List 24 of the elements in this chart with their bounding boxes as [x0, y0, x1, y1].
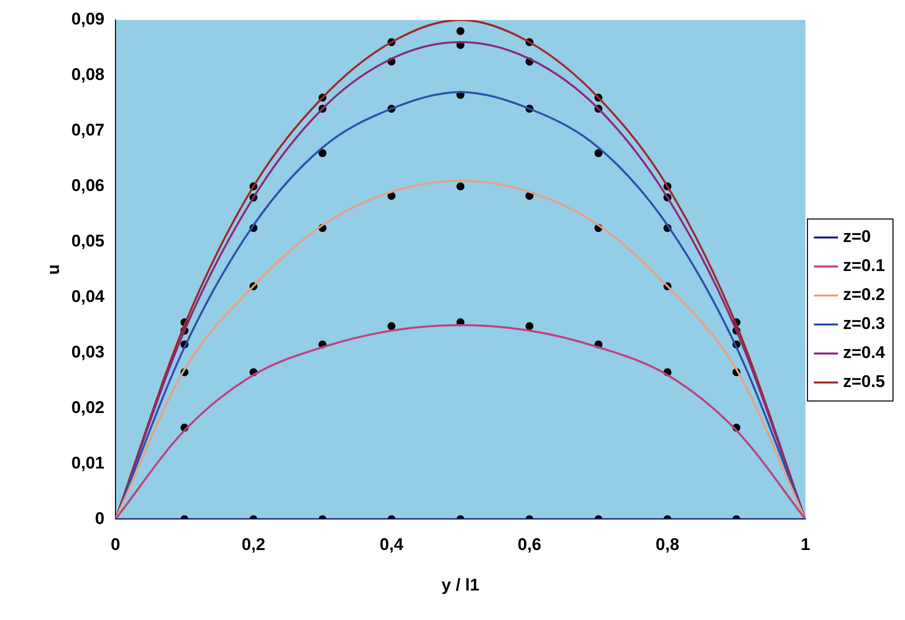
y-tick-label: 0,08: [71, 65, 104, 84]
y-tick-label: 0,04: [71, 287, 106, 306]
x-tick-label: 1: [800, 535, 810, 554]
x-tick-label: 0,4: [380, 535, 404, 554]
x-tick-label: 0,8: [656, 535, 680, 554]
legend-label: z=0.2: [842, 285, 885, 304]
legend-label: z=0: [842, 227, 871, 246]
legend-label: z=0.5: [842, 372, 885, 392]
x-axis-title: y / l1: [442, 575, 480, 594]
y-tick-label: 0,06: [71, 176, 104, 196]
y-tick-label: 0,03: [71, 342, 104, 362]
x-tick-label: 0,2: [242, 535, 266, 554]
x-tick-label: 0,6: [518, 535, 542, 554]
legend-label: z=0.1: [842, 256, 885, 276]
legend-label: z=0.4: [842, 343, 886, 362]
legend-label: z=0.3: [842, 314, 885, 334]
y-axis-title: u: [44, 264, 63, 275]
y-tick-label: 0: [95, 508, 104, 528]
x-tick-label: 0: [110, 535, 120, 554]
y-tick-label: 0,02: [71, 398, 104, 417]
y-tick-label: 0,07: [71, 120, 104, 140]
y-tick-label: 0,01: [71, 453, 104, 472]
y-tick-label: 0,05: [71, 232, 104, 251]
y-tick-label: 0,09: [71, 10, 104, 29]
